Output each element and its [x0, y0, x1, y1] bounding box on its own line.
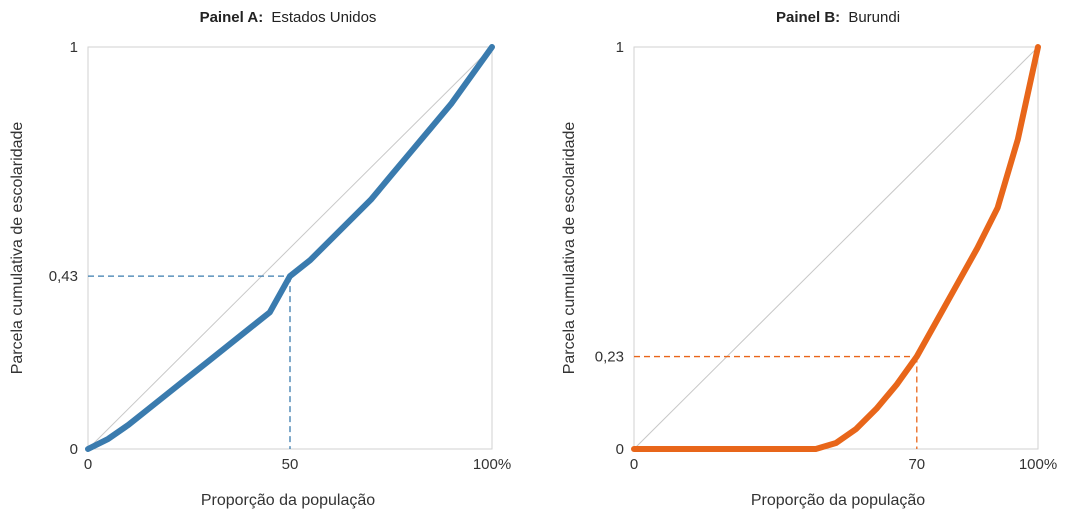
panel-a-title: Painel A: Estados Unidos — [200, 9, 377, 26]
panel-b-plot-frame — [633, 46, 1039, 450]
panel-a-y-axis-label: Parcela cumulativa de escolaridade — [9, 122, 26, 375]
panel-b-title: Painel B: Burundi — [776, 9, 900, 26]
panel-a: Painel A: Estados Unidos Parcela cumulat… — [9, 9, 511, 509]
panel-b-y-tick-label: 0 — [616, 441, 624, 458]
panel-a-y-tick-label: 1 — [70, 39, 78, 56]
panel-b-y-axis-label: Parcela cumulativa de escolaridade — [561, 122, 578, 375]
panel-b-y-tick-label: 0,23 — [595, 349, 624, 366]
panel-a-x-tick-label: 50 — [282, 456, 299, 473]
panel-b-y-tick-label: 1 — [616, 39, 624, 56]
panel-b-title-text: Burundi — [848, 9, 900, 26]
panel-b-series-line-0 — [631, 44, 1041, 452]
panel-a-x-tick-label: 0 — [84, 456, 92, 473]
panel-a-title-text: Estados Unidos — [271, 9, 376, 26]
panel-b-x-tick-label: 0 — [630, 456, 638, 473]
panel-a-title-prefix: Painel A: — [200, 9, 264, 26]
panel-a-x-axis-label: Proporção da população — [201, 492, 375, 509]
panel-a-x-tick-label: 100% — [473, 456, 511, 473]
panel-a-equality-line — [87, 46, 493, 450]
panel-b-x-tick-label: 100% — [1019, 456, 1057, 473]
panel-a-series-line-0 — [85, 44, 495, 452]
panel-b-x-tick-label: 70 — [908, 456, 925, 473]
panel-b: Painel B: Burundi Parcela cumulativa de … — [561, 9, 1057, 509]
panel-b-x-axis-label: Proporção da população — [751, 492, 925, 509]
panel-a-y-tick-label: 0,43 — [49, 268, 78, 285]
panel-a-y-tick-label: 0 — [70, 441, 78, 458]
panel-b-title-prefix: Painel B: — [776, 9, 840, 26]
panel-b-equality-line — [633, 46, 1039, 450]
